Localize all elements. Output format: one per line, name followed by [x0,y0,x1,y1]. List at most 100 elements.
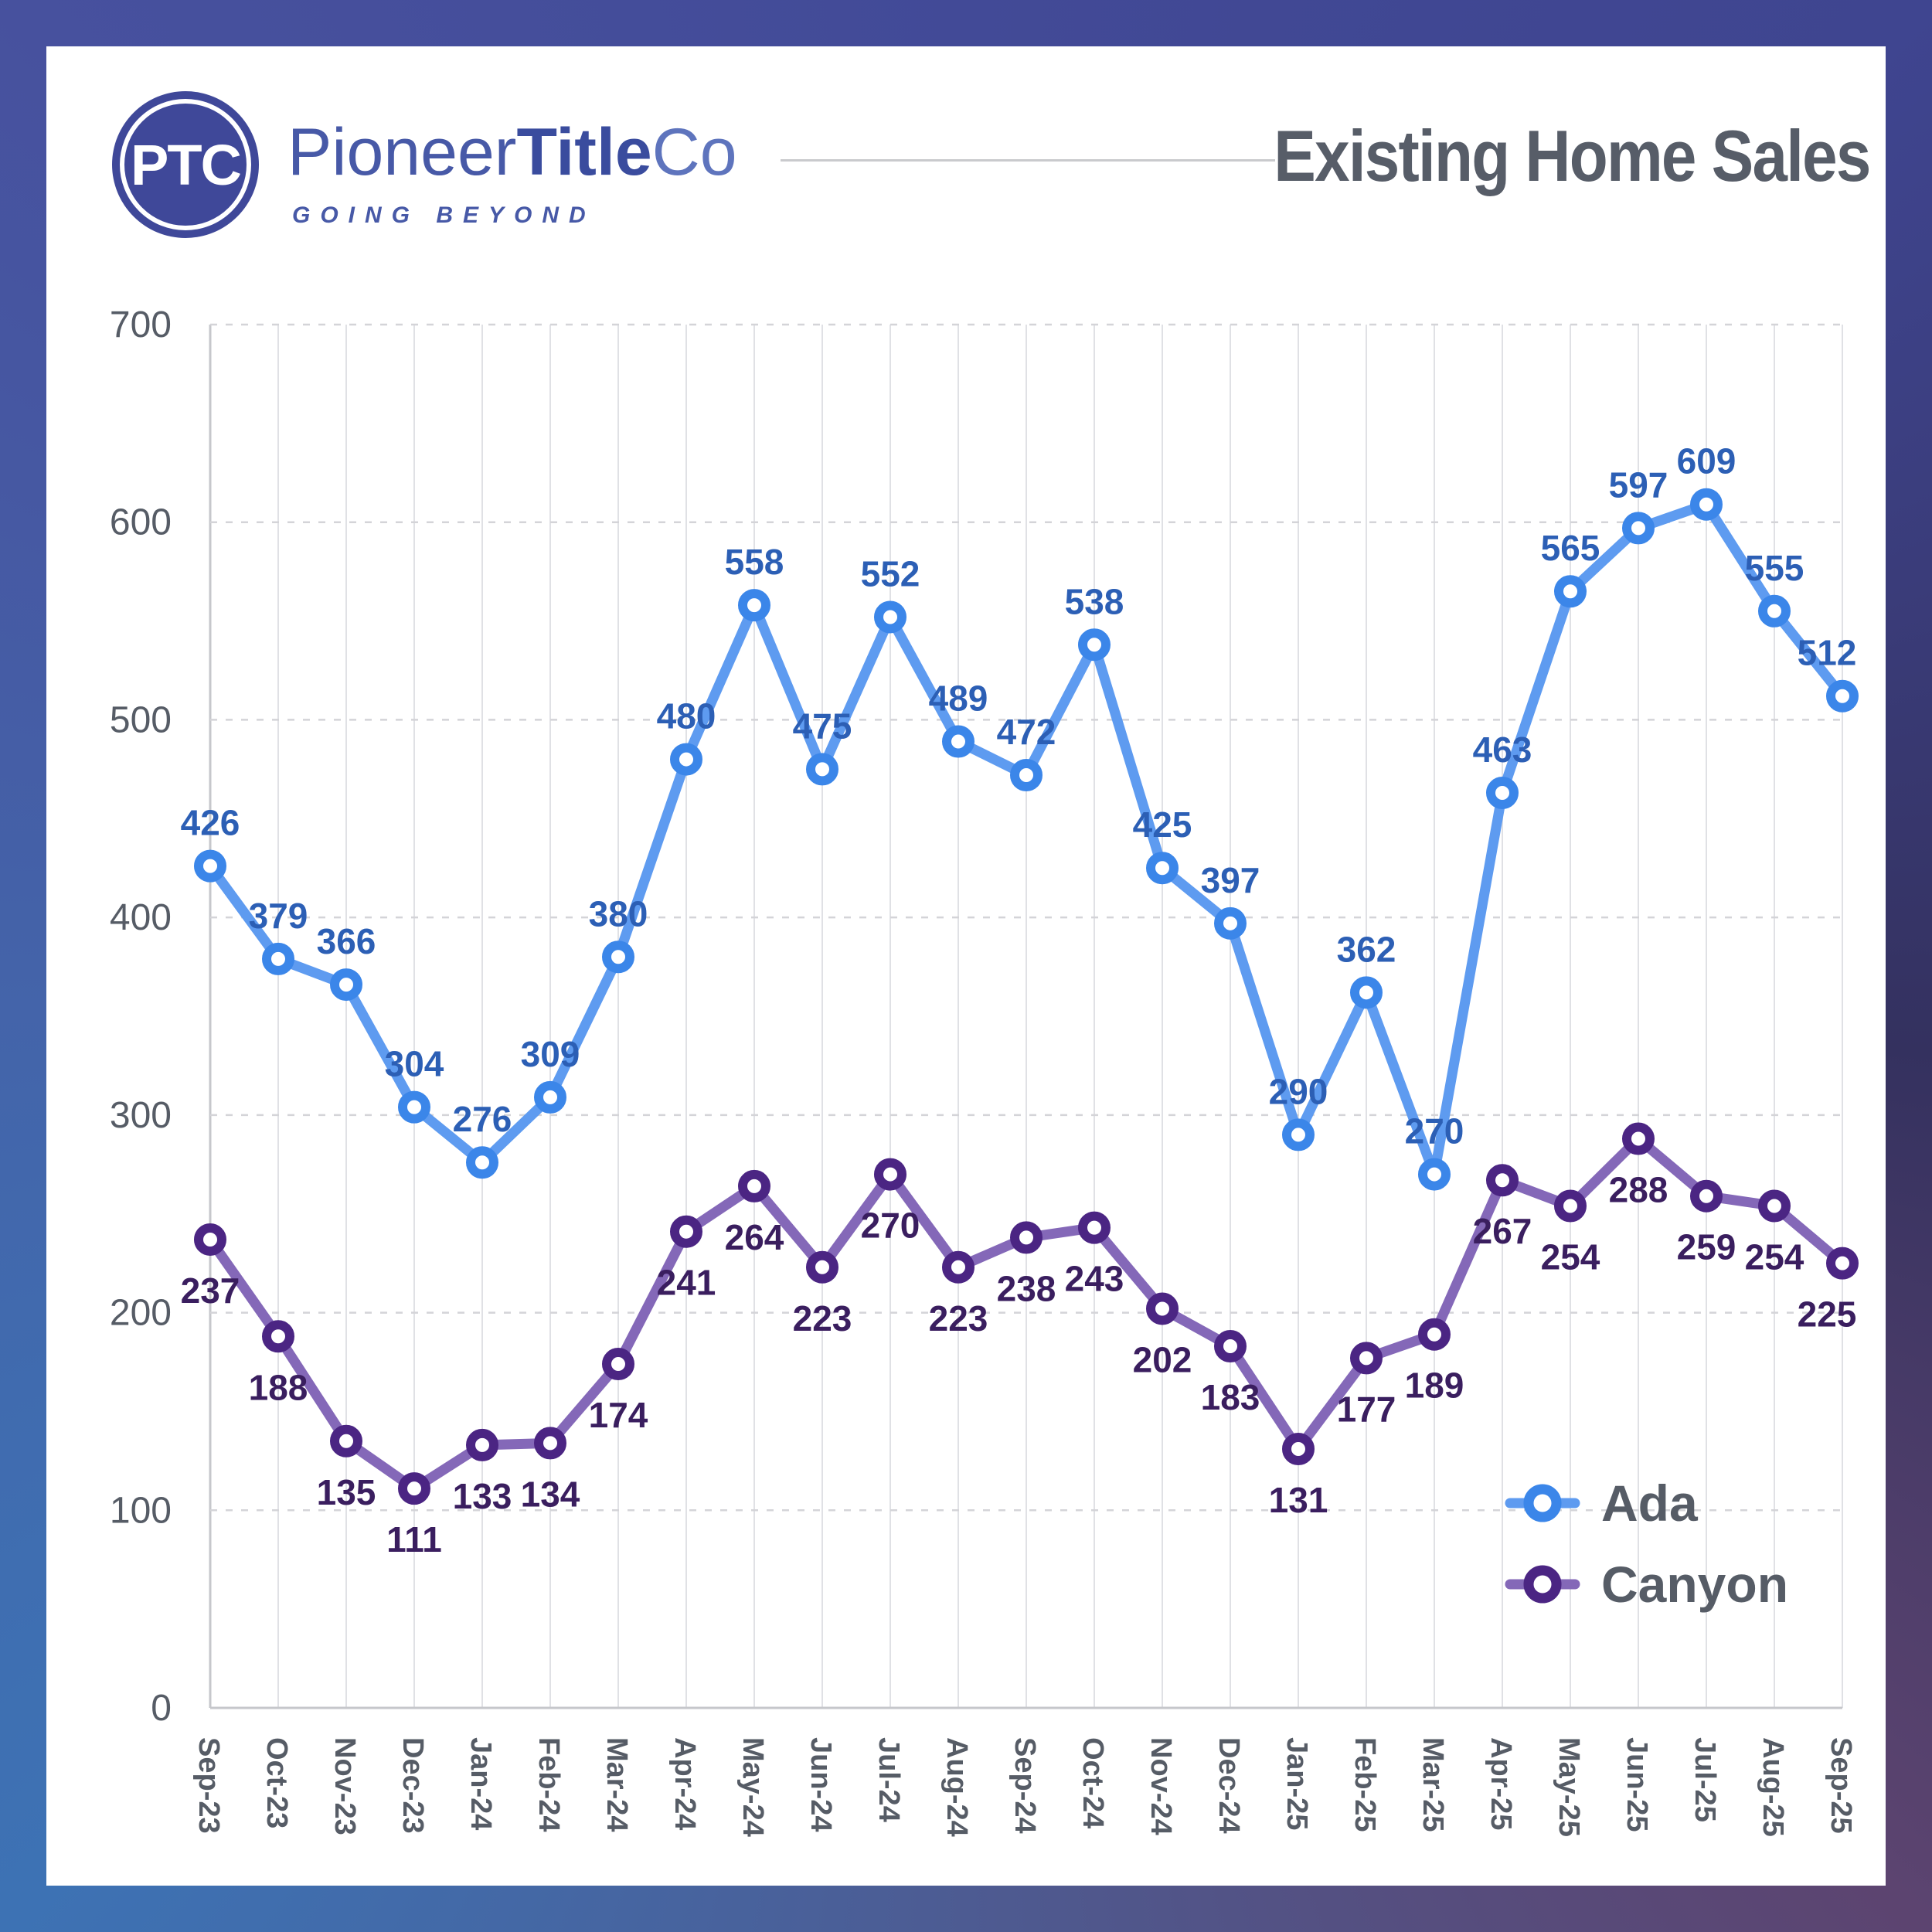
x-tick-label: Oct-24 [1077,1737,1109,1828]
canyon-point-marker [1010,1221,1043,1254]
canyon-point-marker [330,1424,362,1458]
canyon-point-marker [942,1250,975,1284]
x-tick-label: Nov-24 [1145,1737,1177,1835]
ada-point-marker [466,1146,498,1179]
x-tick-label: Aug-24 [940,1737,973,1837]
canyon-data-label: 288 [1609,1170,1668,1210]
x-tick-label: Apr-24 [668,1737,701,1830]
canyon-data-label: 111 [386,1519,442,1560]
x-tick-label: Jul-24 [872,1737,905,1822]
legend-marker-ada [1523,1484,1562,1522]
canyon-data-label: 254 [1745,1236,1804,1277]
x-tick-label: May-25 [1553,1737,1585,1837]
x-tick-label: Jul-25 [1689,1737,1721,1822]
y-tick-label: 200 [110,1293,172,1334]
x-tick-label: Feb-24 [532,1737,565,1832]
x-tick-label: Oct-23 [260,1737,293,1828]
card-background [46,46,1886,1886]
canyon-point-marker [602,1348,634,1381]
page-title: Existing Home Sales [1274,115,1872,196]
canyon-point-marker [1418,1318,1451,1351]
y-tick-label: 300 [110,1095,172,1136]
ada-data-label: 558 [725,542,784,582]
ada-data-label: 463 [1473,730,1532,770]
x-tick-label: Jun-24 [804,1737,837,1832]
header-divider [781,159,1275,162]
ada-point-marker [330,968,362,1002]
ada-point-marker [670,743,702,776]
ada-point-marker [1690,488,1723,521]
ada-point-marker [534,1080,566,1114]
canyon-point-marker [806,1250,838,1284]
x-tick-label: Mar-25 [1417,1737,1449,1832]
x-tick-label: Nov-23 [328,1737,361,1835]
canyon-point-marker [1826,1247,1859,1280]
canyon-point-marker [262,1320,294,1353]
ada-data-label: 472 [997,712,1056,752]
canyon-data-label: 238 [997,1268,1056,1308]
ada-data-label: 380 [589,893,648,934]
ada-data-label: 362 [1337,929,1396,969]
ada-data-label: 304 [385,1044,444,1084]
ada-point-marker [1758,594,1791,628]
canyon-data-label: 225 [1798,1294,1857,1335]
canyon-data-label: 237 [181,1270,240,1311]
ada-point-marker [262,942,294,975]
canyon-data-label: 177 [1337,1389,1396,1429]
ada-data-label: 397 [1201,860,1260,900]
ada-point-marker [602,940,634,974]
canyon-point-marker [1350,1342,1383,1375]
ptc-logo-ring: PTC [120,99,251,230]
ada-data-label: 512 [1798,633,1857,673]
ada-point-marker [1622,512,1655,545]
canyon-data-label: 264 [725,1217,784,1257]
ada-data-label: 426 [181,803,240,843]
ada-data-label: 552 [861,553,920,594]
ada-data-label: 270 [1405,1111,1464,1151]
canyon-point-marker [1486,1164,1519,1197]
y-tick-label: 500 [110,699,172,740]
ada-point-marker [1486,777,1519,810]
ada-point-marker [1418,1158,1451,1191]
x-tick-label: Apr-25 [1485,1737,1517,1830]
canyon-point-marker [1282,1433,1315,1466]
legend-marker-canyon [1523,1565,1562,1604]
brand-tagline: GOING BEYOND [292,202,596,228]
canyon-point-marker [534,1427,566,1460]
y-tick-label: 400 [110,897,172,938]
legend-label-ada: Ada [1601,1475,1699,1532]
x-tick-label: Aug-25 [1757,1737,1789,1837]
canyon-data-label: 223 [929,1298,988,1338]
canyon-data-label: 134 [521,1474,580,1514]
ada-point-marker [738,589,770,622]
ada-data-label: 597 [1609,464,1668,505]
ada-point-marker [398,1090,430,1124]
brand-co: Co [651,115,737,189]
ada-data-label: 379 [249,896,308,936]
canyon-data-label: 254 [1541,1236,1600,1277]
canyon-point-marker [874,1158,906,1191]
canyon-point-marker [1622,1122,1655,1155]
canyon-point-marker [398,1472,430,1505]
x-tick-label: Dec-23 [396,1737,429,1834]
ada-point-marker [1146,852,1179,885]
x-tick-label: Jan-25 [1281,1737,1313,1830]
canyon-data-label: 259 [1677,1227,1736,1267]
x-tick-label: Sep-25 [1825,1737,1857,1834]
ada-data-label: 489 [929,679,988,719]
y-tick-label: 600 [110,502,172,543]
canyon-data-label: 188 [249,1367,308,1407]
canyon-point-marker [1214,1330,1247,1363]
x-tick-label: Jun-25 [1621,1737,1653,1832]
ptc-logo-badge: PTC [112,91,259,238]
ada-data-label: 609 [1677,441,1736,481]
ptc-logo-monogram: PTC [131,132,242,197]
canyon-point-marker [670,1215,702,1248]
ada-data-label: 555 [1745,548,1804,588]
ada-point-marker [874,600,906,634]
x-tick-label: Jan-24 [464,1737,497,1830]
ada-data-label: 475 [793,706,852,746]
canyon-data-label: 133 [453,1476,512,1516]
ada-data-label: 276 [453,1099,512,1139]
